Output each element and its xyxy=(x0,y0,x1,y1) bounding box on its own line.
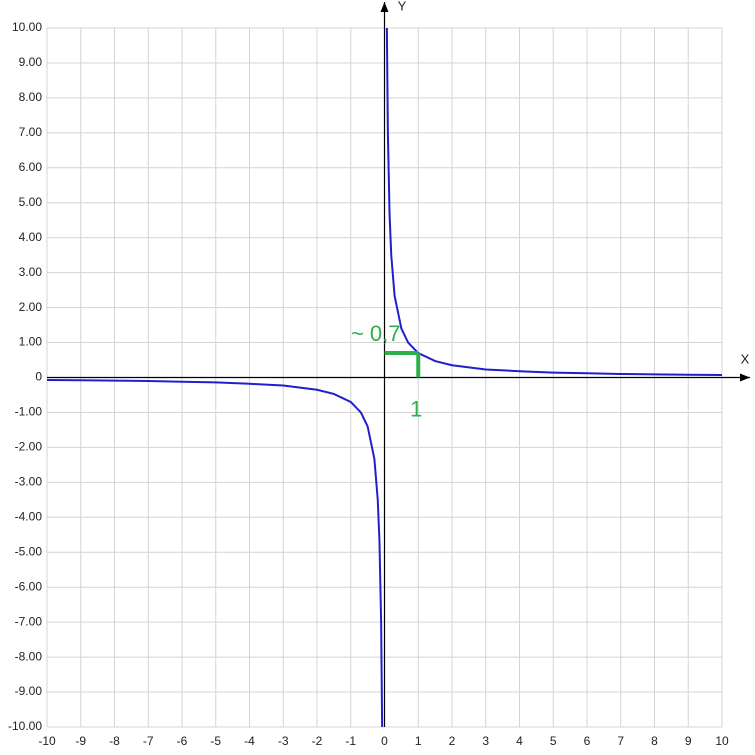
y-tick-label: 1.00 xyxy=(19,335,43,349)
x-tick-label: 3 xyxy=(482,734,489,748)
y-tick-label: 5.00 xyxy=(19,195,43,209)
x-tick-label: -10 xyxy=(38,734,56,748)
y-tick-label: -1.00 xyxy=(15,405,43,419)
series-line xyxy=(46,27,723,728)
y-tick-label: -2.00 xyxy=(15,440,43,454)
y-tick-label: -9.00 xyxy=(15,684,43,698)
x-tick-label: -6 xyxy=(177,734,188,748)
x-tick-label: 7 xyxy=(617,734,624,748)
x-tick-label: -7 xyxy=(143,734,154,748)
x-tick-label: 8 xyxy=(651,734,658,748)
y-tick-label: 0 xyxy=(35,370,42,384)
x-tick-label: 6 xyxy=(584,734,591,748)
x-axis-label: X xyxy=(741,351,750,366)
y-tick-label: 6.00 xyxy=(19,160,43,174)
x-tick-label: 9 xyxy=(685,734,692,748)
x-tick-label: -2 xyxy=(312,734,323,748)
y-tick-label: -4.00 xyxy=(15,509,43,523)
y-tick-label: -5.00 xyxy=(15,544,43,558)
x-tick-label: 5 xyxy=(550,734,557,748)
x-tick-label: -8 xyxy=(109,734,120,748)
y-tick-label: 9.00 xyxy=(19,55,43,69)
y-tick-label: 8.00 xyxy=(19,90,43,104)
x-tick-label: 0 xyxy=(381,734,388,748)
y-tick-label: 7.00 xyxy=(19,125,43,139)
x-tick-label: -1 xyxy=(345,734,356,748)
y-tick-label: 4.00 xyxy=(19,230,43,244)
y-axis-label: Y xyxy=(398,0,407,13)
y-axis-arrow xyxy=(380,2,389,12)
x-axis-arrow xyxy=(740,373,750,382)
x-tick-label: 1 xyxy=(415,734,422,748)
x-tick-label: 2 xyxy=(449,734,456,748)
x-tick-label: 10 xyxy=(715,734,729,748)
y-tick-label: -10.00 xyxy=(8,719,42,733)
y-tick-label: -3.00 xyxy=(15,475,43,489)
x-tick-label: -3 xyxy=(278,734,289,748)
y-tick-label: 3.00 xyxy=(19,265,43,279)
x-tick-label: -4 xyxy=(244,734,255,748)
y-tick-label: -7.00 xyxy=(15,614,43,628)
y-tick-label: 10.00 xyxy=(12,20,42,34)
y-tick-label: -8.00 xyxy=(15,649,43,663)
annotation-label: ~ 0,7 xyxy=(351,321,401,346)
x-tick-label: 4 xyxy=(516,734,523,748)
x-tick-label: -9 xyxy=(75,734,86,748)
x-tick-label: -5 xyxy=(210,734,221,748)
annotation-label: 1 xyxy=(410,396,422,421)
y-tick-label: -6.00 xyxy=(15,579,43,593)
y-tick-label: 2.00 xyxy=(19,300,43,314)
